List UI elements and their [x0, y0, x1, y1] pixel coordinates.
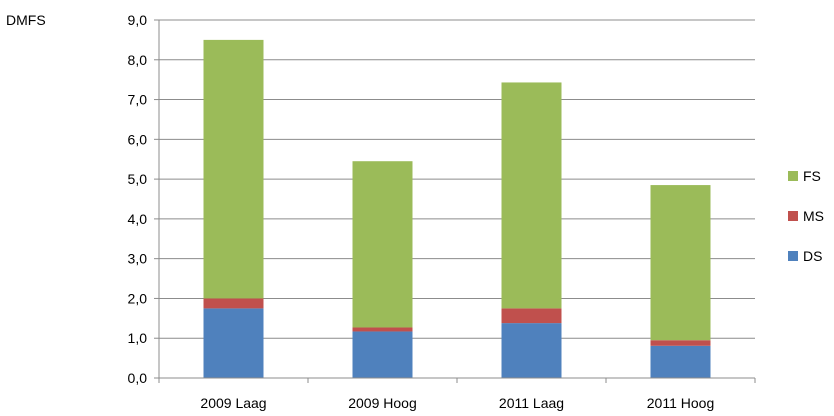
y-tick-label: 2,0 [128, 290, 148, 306]
legend-swatch-ds [788, 251, 798, 261]
x-tick-label: 2011 Hoog [647, 395, 714, 411]
legend-swatch-fs [788, 171, 798, 181]
x-tick-label: 2009 Hoog [348, 395, 417, 411]
y-tick-label: 4,0 [128, 211, 148, 227]
bar-ds [650, 345, 711, 378]
bar-ms [352, 327, 413, 332]
bar-ds [352, 331, 413, 378]
bar-ms [501, 308, 562, 324]
legend-label-ms: MS [803, 208, 824, 224]
x-tick-label: 2011 Laag [499, 395, 564, 411]
bar-fs [352, 161, 413, 328]
bar-fs [203, 39, 264, 299]
y-tick-label: 0,0 [128, 370, 148, 386]
x-tick-label: 2009 Laag [200, 395, 266, 411]
y-axis-label: DMFS [6, 12, 46, 28]
bars [203, 39, 711, 378]
y-tick-label: 7,0 [128, 92, 148, 108]
legend-swatch-ms [788, 211, 798, 221]
y-tick-label: 1,0 [128, 330, 148, 346]
y-tick-label: 3,0 [128, 251, 148, 267]
bar-ms [203, 298, 264, 309]
legend-label-fs: FS [803, 168, 821, 184]
bar-ms [650, 340, 711, 346]
y-tick-label: 6,0 [128, 131, 148, 147]
legend-label-ds: DS [803, 248, 822, 264]
bar-fs [501, 82, 562, 309]
bar-fs [650, 185, 711, 341]
y-tick-label: 9,0 [128, 12, 148, 28]
bar-ds [501, 323, 562, 378]
legend: FS MS DS [788, 168, 824, 264]
bar-ds [203, 308, 264, 378]
y-tick-label: 8,0 [128, 52, 148, 68]
y-tick-label: 5,0 [128, 171, 148, 187]
y-axis-ticks: 0,0 1,0 2,0 3,0 4,0 5,0 6,0 7,0 8,0 9,0 [128, 12, 159, 386]
x-axis-ticks: 2009 Laag 2009 Hoog 2011 Laag 2011 Hoog [158, 378, 756, 411]
